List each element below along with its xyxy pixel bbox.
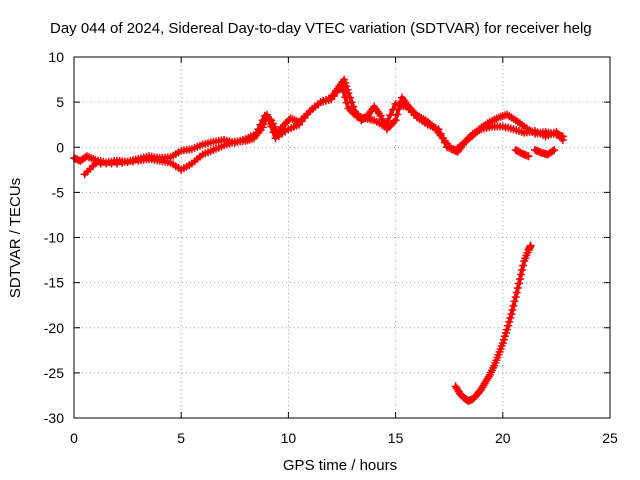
plot-frame bbox=[73, 56, 611, 419]
data-point bbox=[436, 129, 445, 138]
data-point bbox=[558, 136, 567, 145]
x-tick-label: 0 bbox=[70, 430, 78, 446]
y-tick-label: -30 bbox=[44, 410, 64, 426]
x-tick-label: 10 bbox=[281, 430, 297, 446]
data-point bbox=[391, 116, 400, 125]
y-tick-label: 10 bbox=[48, 49, 64, 65]
data-point bbox=[507, 310, 516, 319]
data-point bbox=[510, 297, 519, 306]
data-points bbox=[70, 75, 567, 405]
data-point bbox=[338, 81, 346, 90]
data-point bbox=[484, 372, 493, 381]
data-point bbox=[269, 128, 278, 137]
y-tick-label: 5 bbox=[56, 94, 64, 110]
data-point bbox=[440, 138, 449, 147]
data-point bbox=[512, 288, 521, 297]
x-tick-label: 20 bbox=[495, 430, 511, 446]
data-point bbox=[513, 284, 522, 292]
data-point bbox=[438, 134, 447, 143]
data-point bbox=[511, 293, 520, 302]
data-point bbox=[434, 125, 443, 134]
data-point bbox=[550, 145, 559, 154]
data-point bbox=[509, 301, 518, 310]
y-tick-label: -20 bbox=[44, 320, 64, 336]
y-grid-lines bbox=[74, 56, 610, 419]
data-point bbox=[504, 321, 513, 330]
data-point bbox=[517, 270, 525, 279]
series-line bbox=[453, 243, 533, 403]
data-point bbox=[505, 317, 514, 326]
x-tick-label: 25 bbox=[602, 430, 618, 446]
chart-title: Day 044 of 2024, Sidereal Day-to-day VTE… bbox=[50, 20, 592, 37]
data-point bbox=[267, 122, 276, 131]
data-point bbox=[524, 152, 533, 161]
data-point bbox=[514, 279, 523, 288]
x-tick-label: 5 bbox=[177, 430, 185, 446]
data-point bbox=[548, 147, 557, 156]
data-point bbox=[341, 93, 350, 102]
data-point bbox=[342, 98, 351, 107]
data-point bbox=[388, 105, 397, 114]
x-axis-label: GPS time / hours bbox=[283, 457, 397, 474]
data-point bbox=[393, 110, 402, 119]
y-tick-label: -25 bbox=[44, 365, 64, 381]
y-tick-label: -10 bbox=[44, 230, 64, 246]
y-tick-label: -5 bbox=[52, 184, 65, 200]
data-point bbox=[383, 116, 392, 125]
y-tick-label: -15 bbox=[44, 275, 64, 291]
data-point bbox=[519, 261, 528, 270]
data-point bbox=[526, 241, 535, 250]
data-point bbox=[503, 325, 512, 334]
x-tick-labels: 0 5 10 15 20 25 bbox=[70, 430, 618, 446]
data-point bbox=[508, 305, 517, 314]
data-point bbox=[339, 87, 348, 96]
y-tick-label: 0 bbox=[56, 139, 64, 155]
data-point bbox=[380, 122, 389, 131]
data-point bbox=[516, 275, 524, 283]
data-point bbox=[386, 111, 395, 120]
data-point bbox=[263, 110, 271, 119]
y-tick-labels: 10 5 0 -5 -10 -15 -20 -25 -30 bbox=[44, 49, 64, 426]
data-point bbox=[265, 116, 274, 125]
x-tick-label: 15 bbox=[388, 430, 404, 446]
data-point bbox=[506, 314, 515, 322]
y-axis-label: SDTVAR / TECUs bbox=[7, 178, 24, 298]
data-point bbox=[518, 266, 527, 274]
